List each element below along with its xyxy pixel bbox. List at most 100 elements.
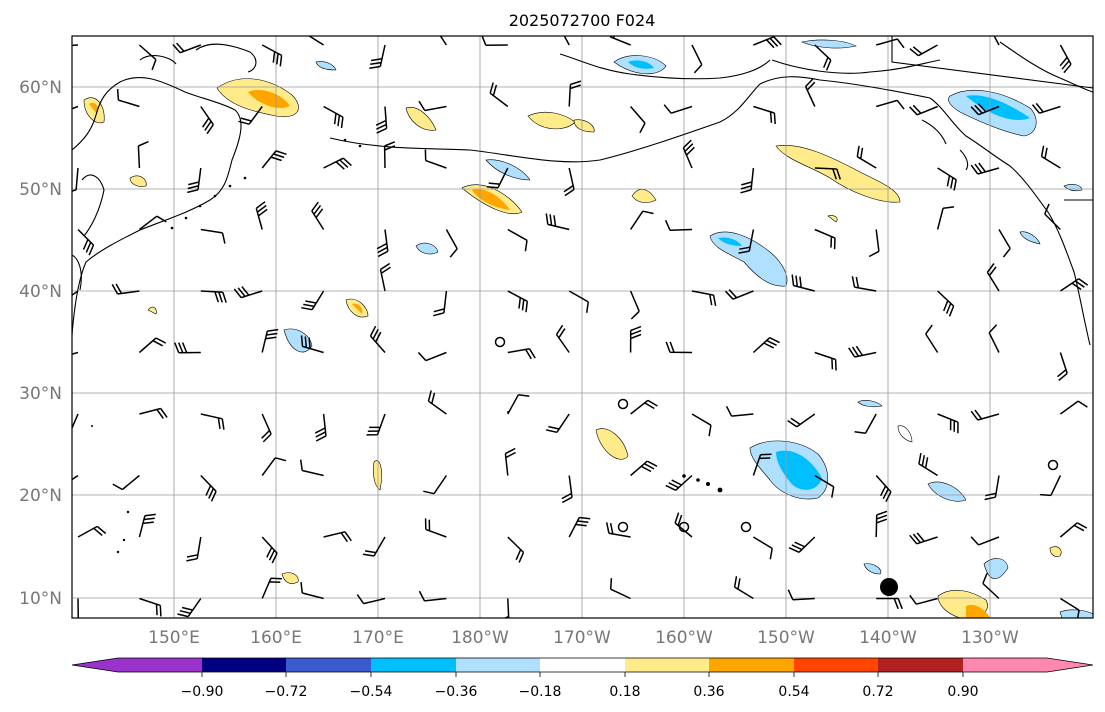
wind-barb bbox=[563, 167, 575, 197]
wind-barb bbox=[1059, 400, 1088, 415]
contour-outline bbox=[897, 425, 913, 443]
lat-label: 30°N bbox=[19, 384, 62, 404]
colorbar: −0.90 −0.72 −0.54 −0.36 −0.18 0.18 0.36 … bbox=[71, 657, 1094, 700]
positive-anomaly-region bbox=[129, 175, 147, 187]
wind-barb bbox=[301, 290, 325, 311]
colorbar-segment bbox=[118, 658, 202, 672]
negative-anomaly-region bbox=[1059, 609, 1093, 618]
wind-barb bbox=[323, 105, 344, 129]
wind-barb bbox=[427, 390, 447, 415]
wind-barb bbox=[970, 409, 1000, 421]
colorbar-segment bbox=[963, 658, 1047, 672]
wind-barb bbox=[383, 141, 396, 169]
wind-barb bbox=[1059, 278, 1089, 292]
negative-anomaly-core bbox=[628, 60, 654, 69]
colorbar-extend-low bbox=[72, 658, 118, 672]
wind-barb bbox=[186, 536, 202, 562]
wind-barb bbox=[369, 325, 386, 353]
wind-barb bbox=[814, 228, 836, 250]
wind-barb bbox=[323, 157, 352, 170]
wind-barb bbox=[814, 351, 837, 371]
wind-barb bbox=[138, 513, 156, 538]
wind-barb bbox=[674, 512, 693, 538]
wind-barb bbox=[424, 149, 447, 169]
positive-anomaly-core bbox=[248, 89, 290, 109]
wind-barb bbox=[1060, 597, 1080, 618]
wind-barb bbox=[546, 413, 570, 434]
wind-barb bbox=[937, 167, 957, 191]
colorbar-tick-label: 0.72 bbox=[862, 684, 893, 700]
wind-barb bbox=[630, 399, 658, 415]
wind-barb bbox=[738, 229, 755, 254]
positive-anomaly-core bbox=[966, 604, 990, 618]
wind-barb bbox=[77, 598, 80, 618]
wind-barb bbox=[255, 201, 268, 230]
wind-barb bbox=[663, 104, 693, 114]
wind-barb bbox=[137, 140, 149, 169]
wind-barb bbox=[854, 413, 877, 434]
colorbar-segment bbox=[794, 658, 878, 672]
wind-barb bbox=[986, 263, 1000, 292]
positive-anomaly-region bbox=[573, 119, 595, 133]
lat-label: 20°N bbox=[19, 486, 62, 506]
wind-barb bbox=[139, 597, 162, 617]
wind-barb bbox=[752, 453, 772, 476]
wind-barb bbox=[787, 589, 815, 601]
wind-barb bbox=[814, 474, 835, 498]
wind-barb bbox=[311, 201, 325, 230]
lat-label: 50°N bbox=[19, 180, 62, 200]
positive-anomaly-region bbox=[405, 107, 437, 131]
wind-barb bbox=[788, 536, 816, 553]
lon-label: 140°W bbox=[859, 628, 917, 648]
wind-barb bbox=[300, 582, 324, 600]
wind-barb bbox=[970, 536, 1000, 546]
wind-barb bbox=[1031, 102, 1061, 114]
colorbar-labels: −0.90 −0.72 −0.54 −0.36 −0.18 0.18 0.36 … bbox=[181, 684, 979, 700]
wind-barb bbox=[787, 413, 816, 428]
wind-barb bbox=[507, 393, 530, 415]
negative-anomaly-region bbox=[315, 61, 337, 71]
wind-barb bbox=[568, 80, 582, 107]
wind-barb bbox=[172, 42, 202, 54]
lon-label: 170°E bbox=[352, 628, 404, 648]
wind-barb bbox=[507, 290, 529, 313]
positive-anomaly-region bbox=[372, 460, 382, 491]
wind-barb bbox=[366, 413, 386, 436]
wind-barb bbox=[665, 341, 693, 354]
wind-barb bbox=[682, 139, 695, 169]
wind-barb bbox=[187, 167, 202, 194]
wind-barb bbox=[563, 36, 570, 46]
wind-barb bbox=[77, 525, 107, 538]
wind-barb bbox=[439, 36, 448, 46]
wind-barb bbox=[605, 522, 631, 538]
wind-barb bbox=[423, 475, 448, 495]
colorbar-segment bbox=[371, 658, 456, 672]
wind-barb bbox=[568, 290, 590, 313]
wind-barb bbox=[561, 475, 573, 504]
negative-anomaly-region bbox=[1019, 231, 1041, 245]
colorbar-tick-label: −0.90 bbox=[181, 684, 224, 700]
positive-anomaly-core bbox=[472, 189, 510, 210]
wind-barb bbox=[936, 206, 955, 230]
map-gridlines bbox=[72, 36, 1093, 618]
wind-barb bbox=[814, 44, 832, 71]
storm-position-marker bbox=[880, 578, 898, 596]
islands bbox=[91, 138, 723, 554]
wind-barb bbox=[200, 228, 226, 244]
lon-label: 160°W bbox=[655, 628, 713, 648]
wind-barb bbox=[138, 44, 157, 71]
wind-barb bbox=[379, 262, 391, 292]
wind-barb bbox=[424, 518, 447, 538]
wind-barb bbox=[504, 447, 516, 476]
colorbar-segment bbox=[286, 658, 371, 672]
colorbar-segment bbox=[456, 658, 540, 672]
wind-barb bbox=[116, 89, 140, 108]
wind-barb bbox=[984, 475, 1000, 501]
wind-barb bbox=[356, 594, 386, 605]
wind-barb bbox=[629, 290, 640, 320]
wind-barb bbox=[909, 594, 938, 605]
lon-label: 160°E bbox=[250, 628, 302, 648]
lat-label: 60°N bbox=[19, 78, 62, 98]
wind-barb bbox=[925, 324, 939, 353]
